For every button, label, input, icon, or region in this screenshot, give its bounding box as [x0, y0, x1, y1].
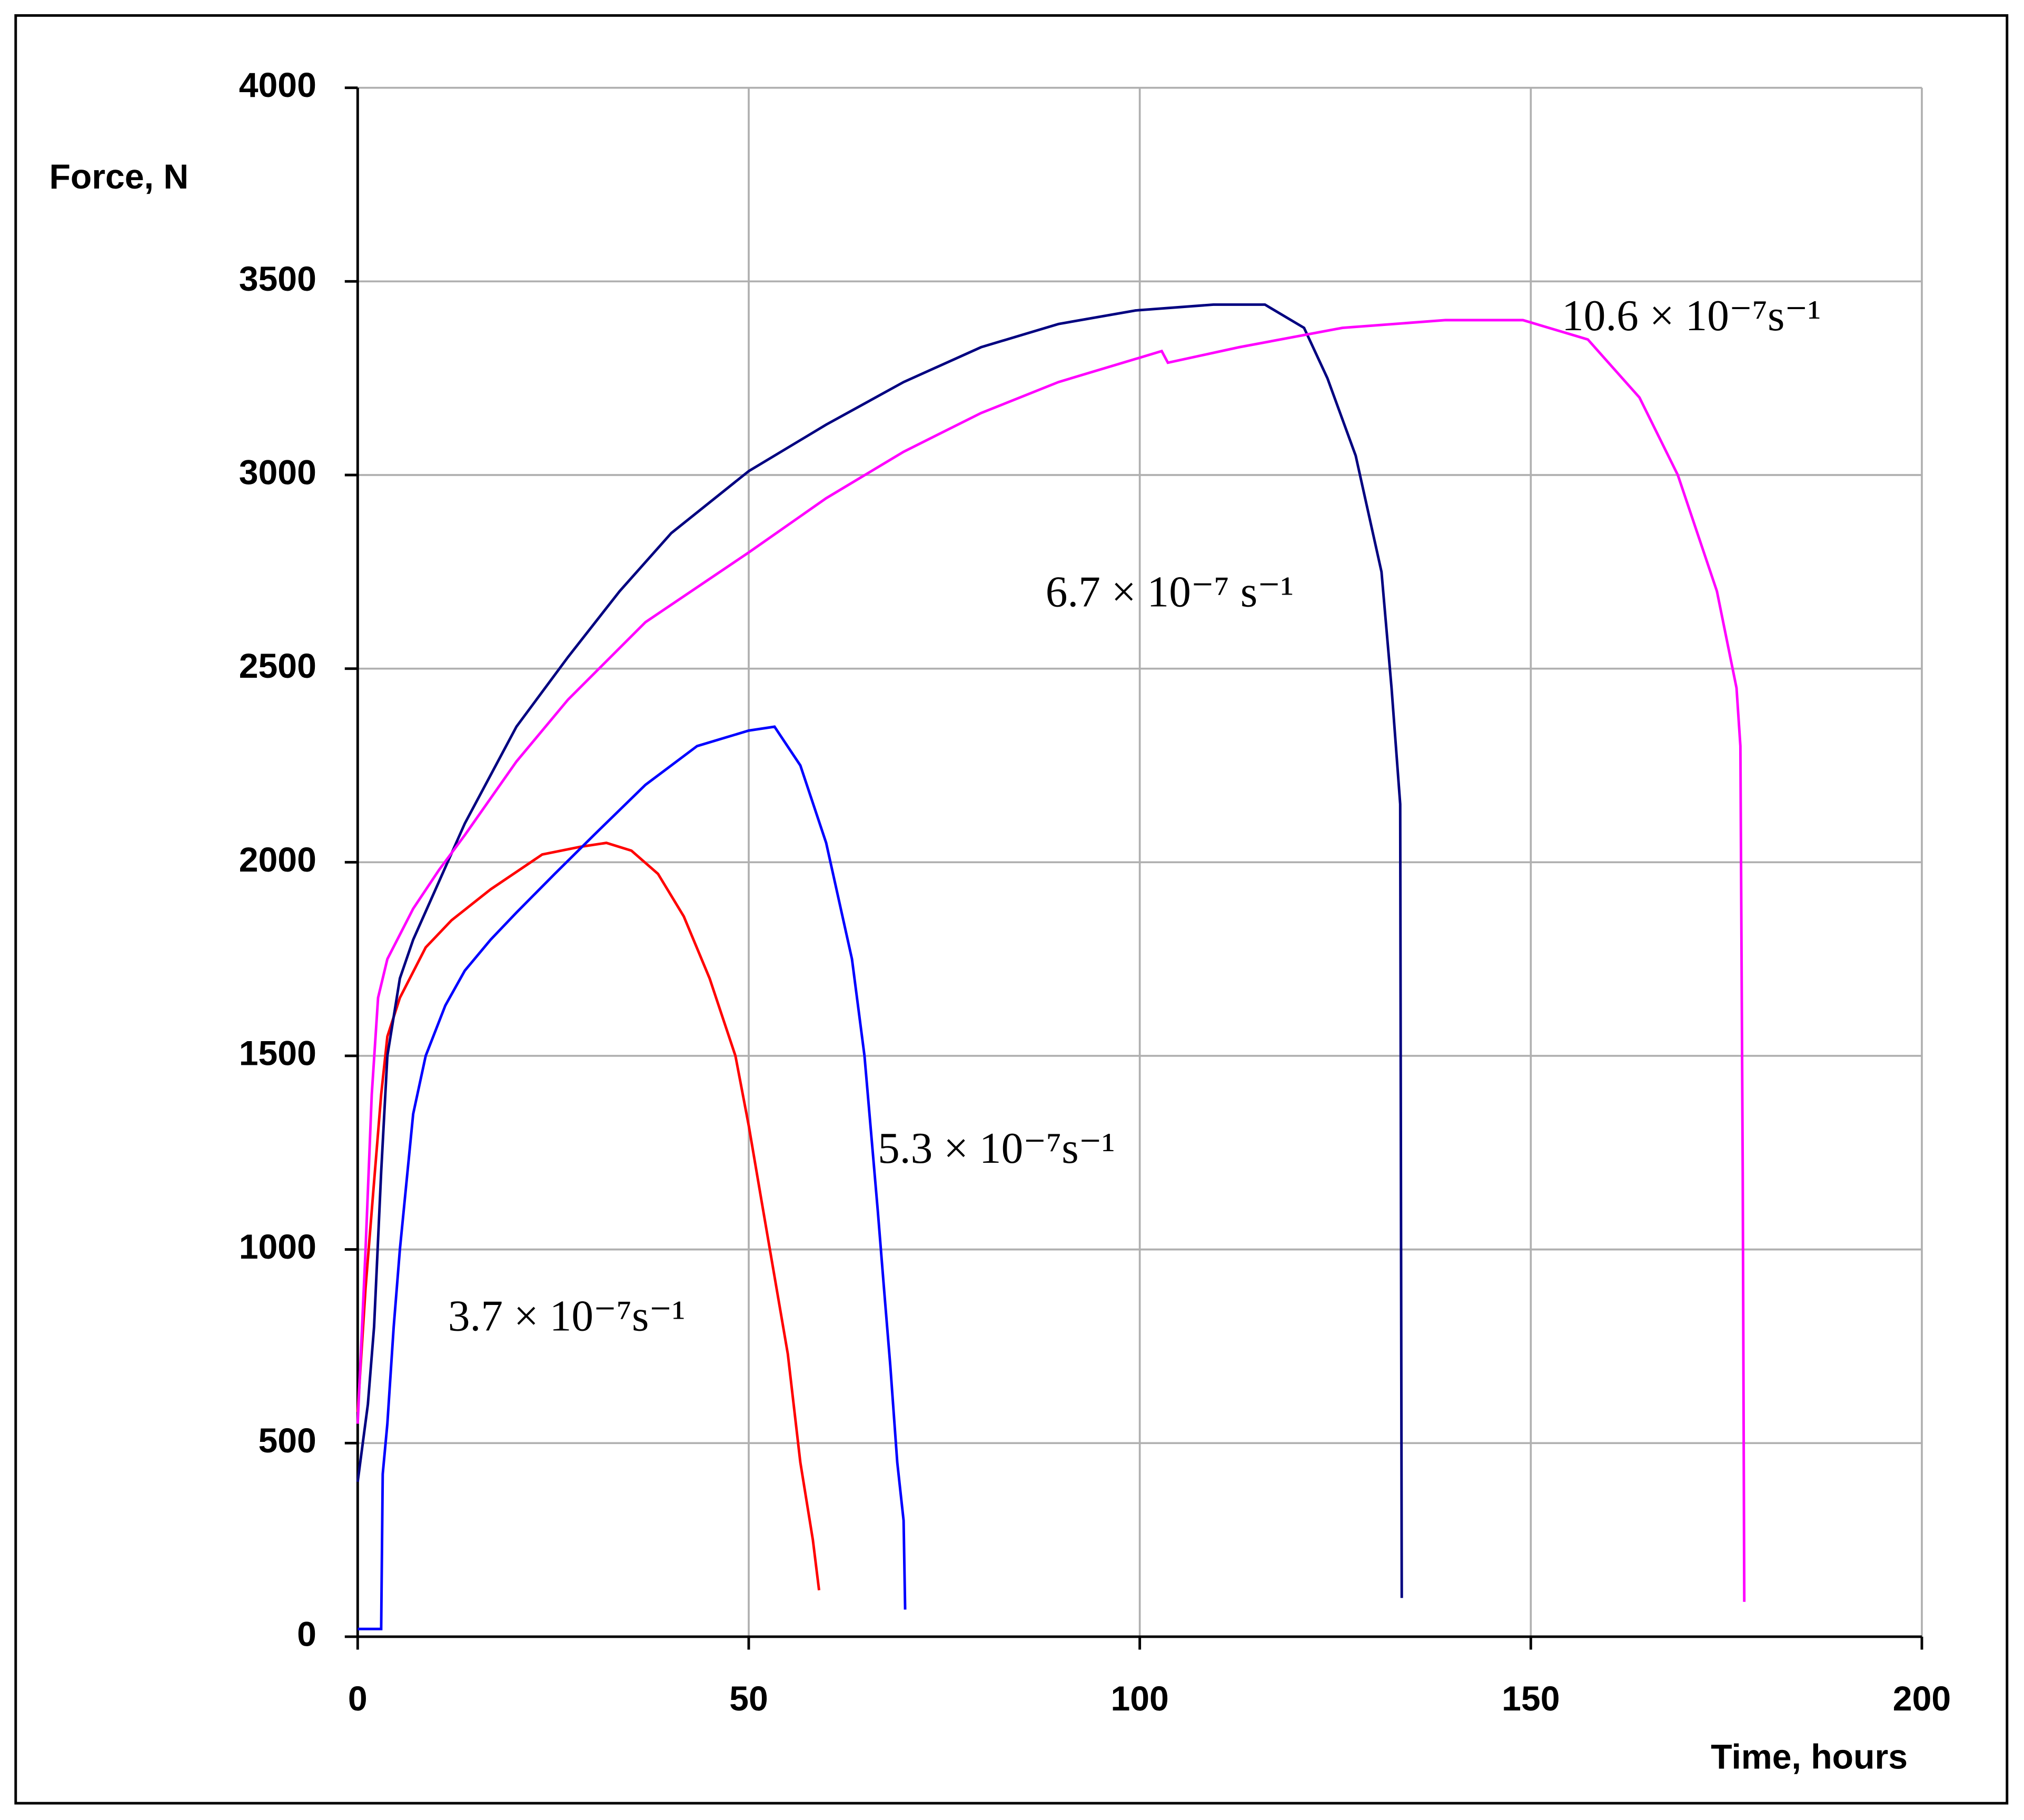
x-tick-label: 0: [348, 1679, 368, 1718]
series-line: [356, 842, 820, 1591]
y-tick-label: 500: [258, 1421, 316, 1460]
series-label: 3.7 × 10⁻⁷s⁻¹: [448, 1292, 686, 1341]
series-label: 6.7 × 10⁻⁷ s⁻¹: [1046, 568, 1294, 617]
y-tick-label: 3000: [239, 453, 316, 492]
series-label: 10.6 × 10⁻⁷s⁻¹: [1562, 292, 1821, 340]
y-tick-label: 2500: [239, 647, 316, 686]
x-tick-label: 50: [729, 1679, 768, 1718]
y-tick-label: 0: [297, 1615, 316, 1654]
y-tick-label: 2000: [239, 840, 316, 879]
frame: [14, 14, 2009, 1805]
y-tick-label: 1500: [239, 1034, 316, 1073]
x-tick-label: 200: [1893, 1679, 1951, 1718]
x-axis-title: Time, hours: [1711, 1737, 1908, 1776]
y-tick-label: 1000: [239, 1228, 316, 1267]
series-label: 5.3 × 10⁻⁷s⁻¹: [878, 1124, 1115, 1173]
y-tick-label: 4000: [239, 66, 316, 105]
series-line: [358, 725, 907, 1630]
y-axis-title: Force, N: [49, 157, 189, 196]
x-tick-label: 100: [1110, 1679, 1168, 1718]
x-tick-label: 150: [1502, 1679, 1560, 1718]
series-line: [356, 319, 1746, 1602]
series-line: [356, 303, 1403, 1598]
y-tick-label: 3500: [239, 260, 316, 299]
